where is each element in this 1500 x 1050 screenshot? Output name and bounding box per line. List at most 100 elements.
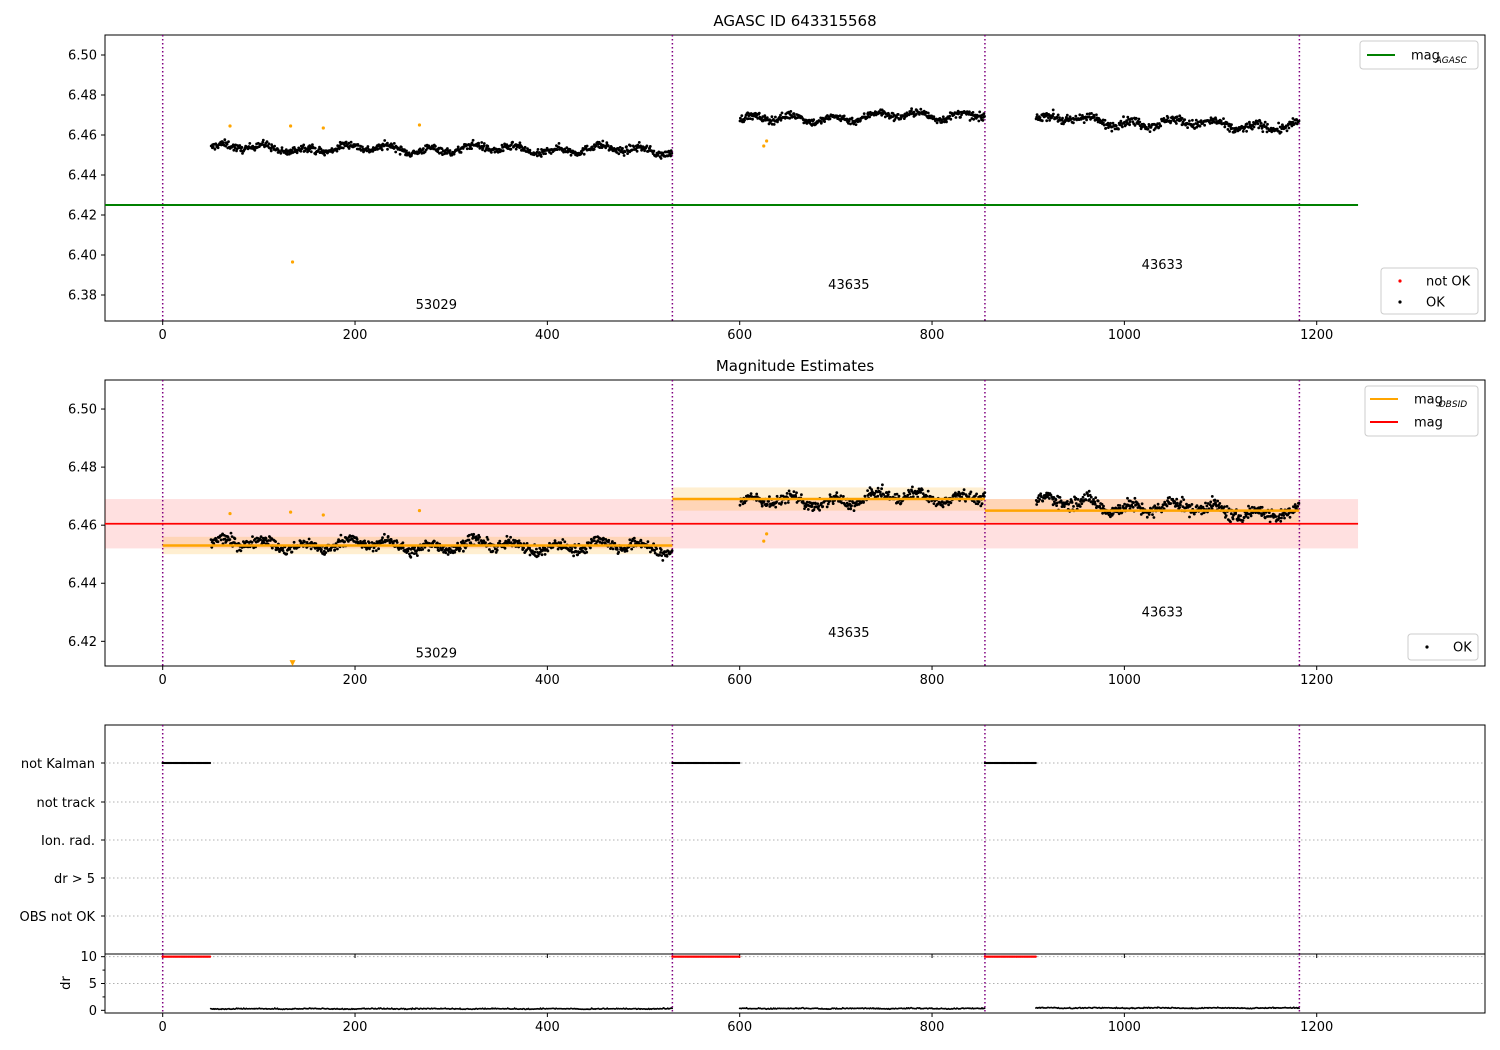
ok-point: [954, 116, 958, 119]
dr-ok-points-group: [209, 1007, 673, 1011]
ok-point: [510, 143, 513, 147]
ok-point: [1186, 126, 1189, 129]
ok-point: [418, 147, 422, 151]
ok-point: [1268, 520, 1272, 524]
chart-title: AGASC ID 643315568: [713, 12, 876, 30]
ok-point: [251, 535, 254, 538]
ok-point: [233, 537, 237, 541]
ok-point: [1248, 120, 1251, 124]
ok-point: [470, 147, 473, 151]
ok-point: [761, 115, 765, 119]
ok-point: [313, 146, 317, 150]
ok-point: [839, 119, 843, 123]
ok-point: [972, 500, 976, 504]
flagged-point: [228, 511, 232, 516]
ok-point: [1096, 499, 1100, 503]
ok-point: [337, 147, 341, 151]
ok-point: [669, 154, 673, 158]
ok-point: [317, 148, 321, 151]
ok-point: [611, 540, 614, 543]
ok-point: [789, 110, 793, 113]
ok-point: [478, 535, 481, 539]
ok-point: [911, 485, 914, 489]
ok-point: [1088, 498, 1091, 501]
ok-point: [330, 147, 334, 150]
ok-point: [795, 491, 798, 495]
ok-point: [1262, 512, 1266, 516]
ok-point: [1065, 113, 1069, 117]
ok-point: [542, 152, 545, 156]
flagged-point: [289, 124, 293, 128]
ok-point: [409, 555, 413, 559]
legend-bottom-right: [1380, 267, 1479, 315]
ok-point: [1151, 513, 1154, 516]
ok-point: [498, 539, 502, 543]
ok-point: [1119, 119, 1123, 123]
ok-point: [1266, 122, 1269, 126]
ok-point: [1263, 120, 1267, 124]
obsid-label: 43635: [828, 626, 869, 641]
dr-axis-label: dr: [59, 976, 74, 990]
y-tick-label: 6.44: [68, 577, 97, 592]
ok-point: [847, 121, 850, 125]
dr-ok-point: [983, 1007, 986, 1010]
ok-point: [670, 152, 674, 155]
ok-point: [368, 547, 371, 551]
ok-point: [211, 145, 215, 149]
ok-point: [1205, 504, 1209, 508]
ok-point: [1054, 498, 1058, 502]
flagged-point: [290, 260, 295, 264]
ok-point: [1072, 505, 1075, 508]
ok-point: [1200, 512, 1203, 516]
ok-point: [630, 547, 634, 551]
ok-point: [539, 155, 543, 158]
ok-point: [629, 144, 632, 148]
ok-point: [528, 148, 532, 152]
ok-point: [896, 113, 900, 116]
ok-point: [1252, 125, 1256, 129]
ok-point: [670, 549, 674, 553]
ok-point: [652, 149, 656, 153]
ok-point: [770, 115, 774, 119]
ok-point: [825, 505, 829, 509]
ok-point: [743, 501, 747, 505]
ok-point: [1035, 115, 1039, 119]
ok-point: [775, 494, 779, 498]
ok-point: [383, 139, 387, 142]
ok-point: [1277, 516, 1281, 520]
ok-point: [648, 145, 652, 148]
ok-point: [1055, 501, 1059, 505]
ok-point: [647, 149, 651, 153]
ok-point: [596, 539, 600, 542]
ok-point: [1131, 505, 1135, 509]
agasc-panel-frame: [104, 34, 1486, 322]
y-tick-label: 6.48: [68, 89, 97, 104]
ok-point: [739, 116, 742, 120]
ok-point: [592, 147, 596, 151]
ok-point: [613, 541, 617, 545]
x-tick-label: 600: [727, 673, 752, 688]
ok-point: [1055, 115, 1059, 119]
ok-point: [826, 502, 830, 506]
ok-point: [401, 541, 405, 545]
ok-point: [916, 495, 920, 499]
ok-point: [1175, 122, 1178, 125]
ok-point: [1279, 519, 1283, 523]
ok-point: [1072, 121, 1075, 125]
ok-point: [309, 150, 313, 154]
ok-point: [1154, 126, 1157, 130]
ok-point: [882, 493, 885, 496]
ok-point: [265, 140, 269, 144]
ok-point: [1148, 130, 1152, 134]
ok-point: [1175, 497, 1179, 501]
flagged-point: [289, 510, 293, 514]
ok-point: [910, 109, 913, 113]
ok-point: [1160, 505, 1164, 509]
ok-point: [518, 146, 521, 150]
ok-point: [645, 546, 649, 550]
ok-point: [1084, 498, 1088, 502]
ok-point: [1163, 500, 1167, 504]
ok-point: [625, 549, 629, 553]
ok-point: [505, 143, 509, 147]
legend-label: OK: [1426, 296, 1445, 311]
